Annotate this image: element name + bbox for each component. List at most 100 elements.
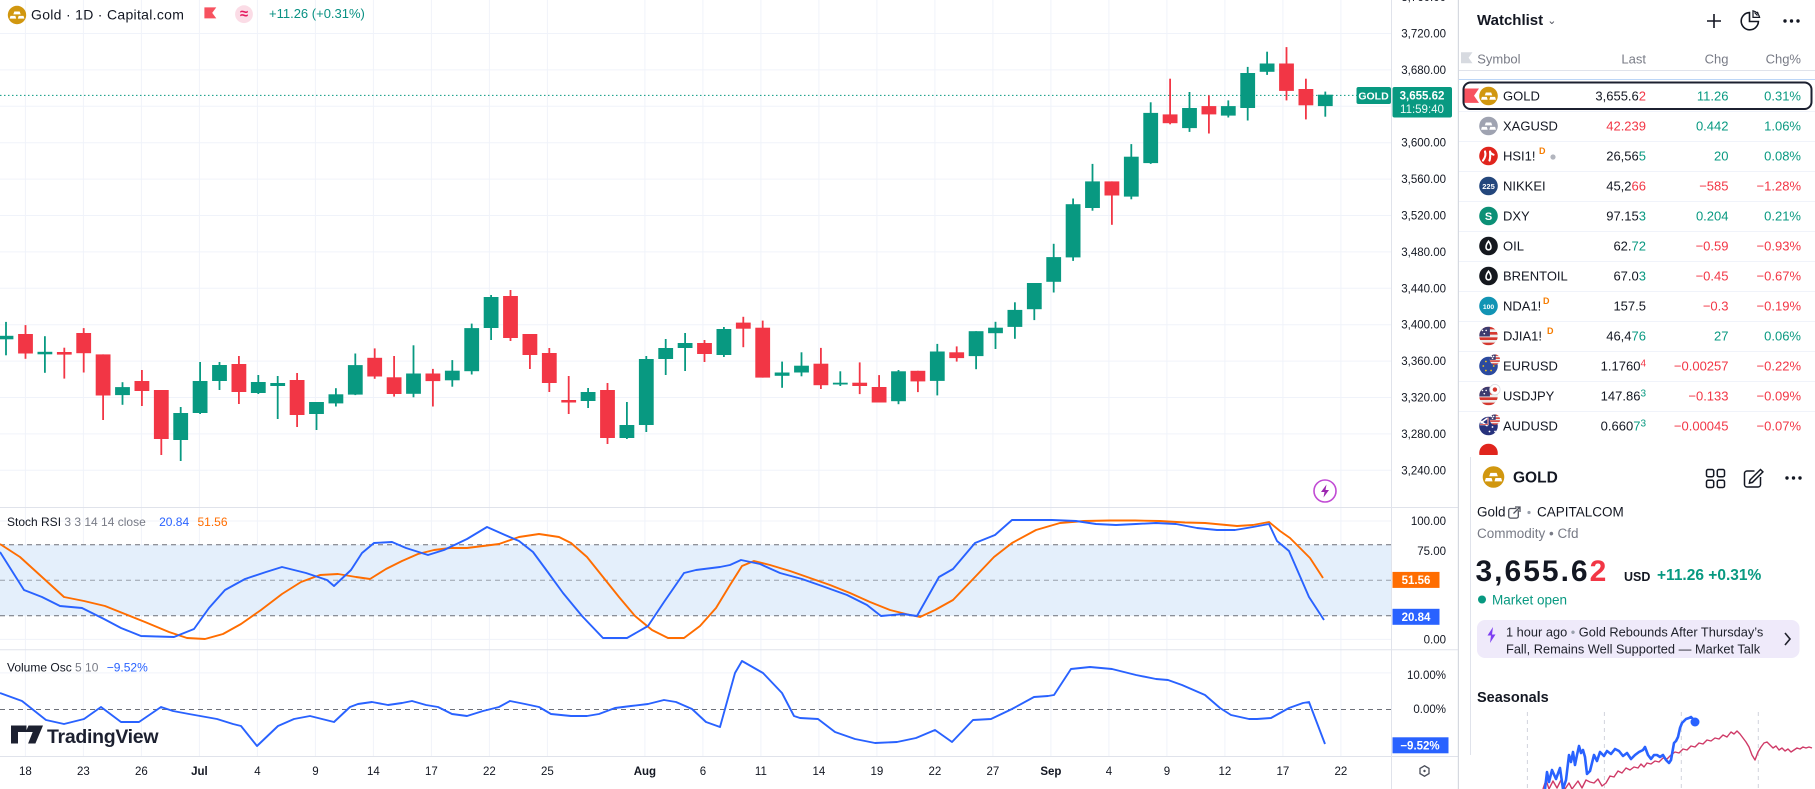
svg-text:0.00%: 0.00%: [1413, 704, 1446, 716]
svg-text:XAGUSD: XAGUSD: [1503, 118, 1558, 133]
svg-text:DJIA1!: DJIA1!: [1503, 328, 1542, 343]
svg-text:Market open: Market open: [1492, 593, 1567, 608]
svg-text:75.00: 75.00: [1417, 546, 1446, 558]
svg-text:−0.00045: −0.00045: [1674, 418, 1729, 433]
svg-text:0.06%: 0.06%: [1764, 328, 1801, 343]
svg-text:20.84: 20.84: [1402, 612, 1431, 624]
svg-text:Volume Osc 5 10 −9.52%: Volume Osc 5 10 −9.52%: [7, 661, 148, 675]
svg-text:Stoch RSI 3 3 14 14 close 20.: Stoch RSI 3 3 14 14 close 20.84 51.56: [7, 515, 228, 529]
svg-text:62.72: 62.72: [1613, 238, 1646, 253]
svg-text:NIKKEI: NIKKEI: [1503, 178, 1546, 193]
svg-text:−0.22%: −0.22%: [1757, 358, 1802, 373]
svg-text:OIL: OIL: [1503, 238, 1524, 253]
svg-text:20: 20: [1714, 148, 1728, 163]
svg-text:0.442: 0.442: [1696, 118, 1729, 133]
svg-text:100.00: 100.00: [1411, 516, 1446, 528]
svg-text:17: 17: [1277, 766, 1290, 778]
svg-text:BRENTOIL: BRENTOIL: [1503, 268, 1568, 283]
svg-text:GOLD: GOLD: [1503, 88, 1540, 103]
svg-text:3,655.62: 3,655.62: [1400, 91, 1445, 103]
svg-text:−585: −585: [1699, 178, 1728, 193]
svg-text:157.5: 157.5: [1613, 298, 1646, 313]
svg-text:GOLD: GOLD: [1513, 470, 1558, 487]
svg-text:−0.3: −0.3: [1703, 298, 1729, 313]
svg-text:3,560.00: 3,560.00: [1401, 174, 1446, 186]
svg-text:Commodity • Cfd: Commodity • Cfd: [1477, 526, 1579, 541]
svg-text:−0.07%: −0.07%: [1757, 418, 1802, 433]
svg-text:1.17604: 1.17604: [1601, 358, 1647, 373]
svg-text:0.66073: 0.66073: [1601, 418, 1647, 433]
svg-text:NDA1!: NDA1!: [1503, 298, 1541, 313]
svg-text:−0.45: −0.45: [1696, 268, 1729, 283]
svg-text:4: 4: [1106, 766, 1113, 778]
svg-text:DXY: DXY: [1503, 208, 1530, 223]
svg-text:46,476: 46,476: [1606, 328, 1646, 343]
svg-text:0.204: 0.204: [1696, 208, 1729, 223]
svg-text:3,240.00: 3,240.00: [1401, 465, 1446, 477]
svg-text:9: 9: [312, 766, 318, 778]
svg-text:3,280.00: 3,280.00: [1401, 429, 1446, 441]
svg-text:3,440.00: 3,440.00: [1401, 283, 1446, 295]
svg-text:D: D: [1539, 146, 1546, 156]
svg-text:0.00: 0.00: [1424, 634, 1446, 646]
svg-text:Gold: Gold: [1477, 505, 1506, 520]
svg-text:147.863: 147.863: [1601, 388, 1647, 403]
svg-text:1 hour ago • Gold Rebounds Aft: 1 hour ago • Gold Rebounds After Thursda…: [1506, 625, 1763, 640]
svg-text:45,266: 45,266: [1606, 178, 1646, 193]
svg-text:11:59:40: 11:59:40: [1400, 104, 1444, 116]
svg-text:Fall, Remains Well Supported —: Fall, Remains Well Supported — Market Ta…: [1506, 642, 1761, 657]
svg-text:USD: USD: [1624, 570, 1650, 584]
svg-text:3,760.00: 3,760.00: [1401, 0, 1446, 4]
svg-text:Jul: Jul: [191, 766, 208, 778]
svg-text:14: 14: [367, 766, 380, 778]
svg-text:17: 17: [425, 766, 438, 778]
svg-text:25: 25: [541, 766, 554, 778]
svg-text:D: D: [1547, 326, 1554, 336]
svg-text:0.08%: 0.08%: [1764, 148, 1801, 163]
svg-text:EURUSD: EURUSD: [1503, 358, 1558, 373]
svg-text:0.31%: 0.31%: [1764, 88, 1801, 103]
svg-text:Gold · 1D · Capital.com: Gold · 1D · Capital.com: [31, 7, 184, 23]
svg-text:11.26: 11.26: [1697, 88, 1729, 103]
svg-text:Chg%: Chg%: [1766, 51, 1802, 66]
svg-text:Symbol: Symbol: [1477, 51, 1520, 66]
svg-text:12: 12: [1219, 766, 1232, 778]
svg-text:19: 19: [871, 766, 884, 778]
svg-text:AUDUSD: AUDUSD: [1503, 418, 1558, 433]
svg-text:−0.09%: −0.09%: [1757, 388, 1802, 403]
svg-text:23: 23: [77, 766, 90, 778]
svg-text:Sep: Sep: [1040, 766, 1061, 778]
svg-text:3,655.62: 3,655.62: [1595, 88, 1646, 103]
svg-text:26: 26: [135, 766, 148, 778]
svg-text:3,480.00: 3,480.00: [1401, 247, 1446, 259]
svg-text:14: 14: [813, 766, 826, 778]
svg-text:−1.28%: −1.28%: [1757, 178, 1802, 193]
svg-text:−0.19%: −0.19%: [1757, 298, 1802, 313]
svg-text:100: 100: [1483, 303, 1495, 310]
svg-text:−0.93%: −0.93%: [1757, 238, 1802, 253]
svg-text:42.239: 42.239: [1606, 118, 1646, 133]
svg-text:1.06%: 1.06%: [1764, 118, 1801, 133]
svg-text:3,400.00: 3,400.00: [1401, 320, 1446, 332]
svg-text:Last: Last: [1621, 51, 1646, 66]
svg-text:18: 18: [19, 766, 32, 778]
svg-text:GOLD: GOLD: [1358, 91, 1389, 103]
svg-text:51.56: 51.56: [1402, 575, 1431, 587]
svg-text:D: D: [1543, 296, 1550, 306]
svg-text:−9.52%: −9.52%: [1400, 741, 1439, 753]
svg-text:−0.133: −0.133: [1688, 388, 1728, 403]
svg-text:4: 4: [254, 766, 261, 778]
svg-text:225: 225: [1482, 182, 1495, 191]
svg-text:3,720.00: 3,720.00: [1401, 29, 1446, 41]
svg-text:3,520.00: 3,520.00: [1401, 211, 1446, 223]
svg-text:27: 27: [987, 766, 1000, 778]
svg-text:22: 22: [1335, 766, 1348, 778]
svg-text:26,565: 26,565: [1606, 148, 1646, 163]
svg-text:−0.67%: −0.67%: [1757, 268, 1802, 283]
svg-text:27: 27: [1714, 328, 1728, 343]
svg-text:22: 22: [929, 766, 942, 778]
svg-text:3,360.00: 3,360.00: [1401, 356, 1446, 368]
svg-text:10.00%: 10.00%: [1407, 670, 1446, 682]
svg-text:Aug: Aug: [634, 766, 656, 778]
svg-text:3,655.62: 3,655.62: [1476, 555, 1609, 588]
